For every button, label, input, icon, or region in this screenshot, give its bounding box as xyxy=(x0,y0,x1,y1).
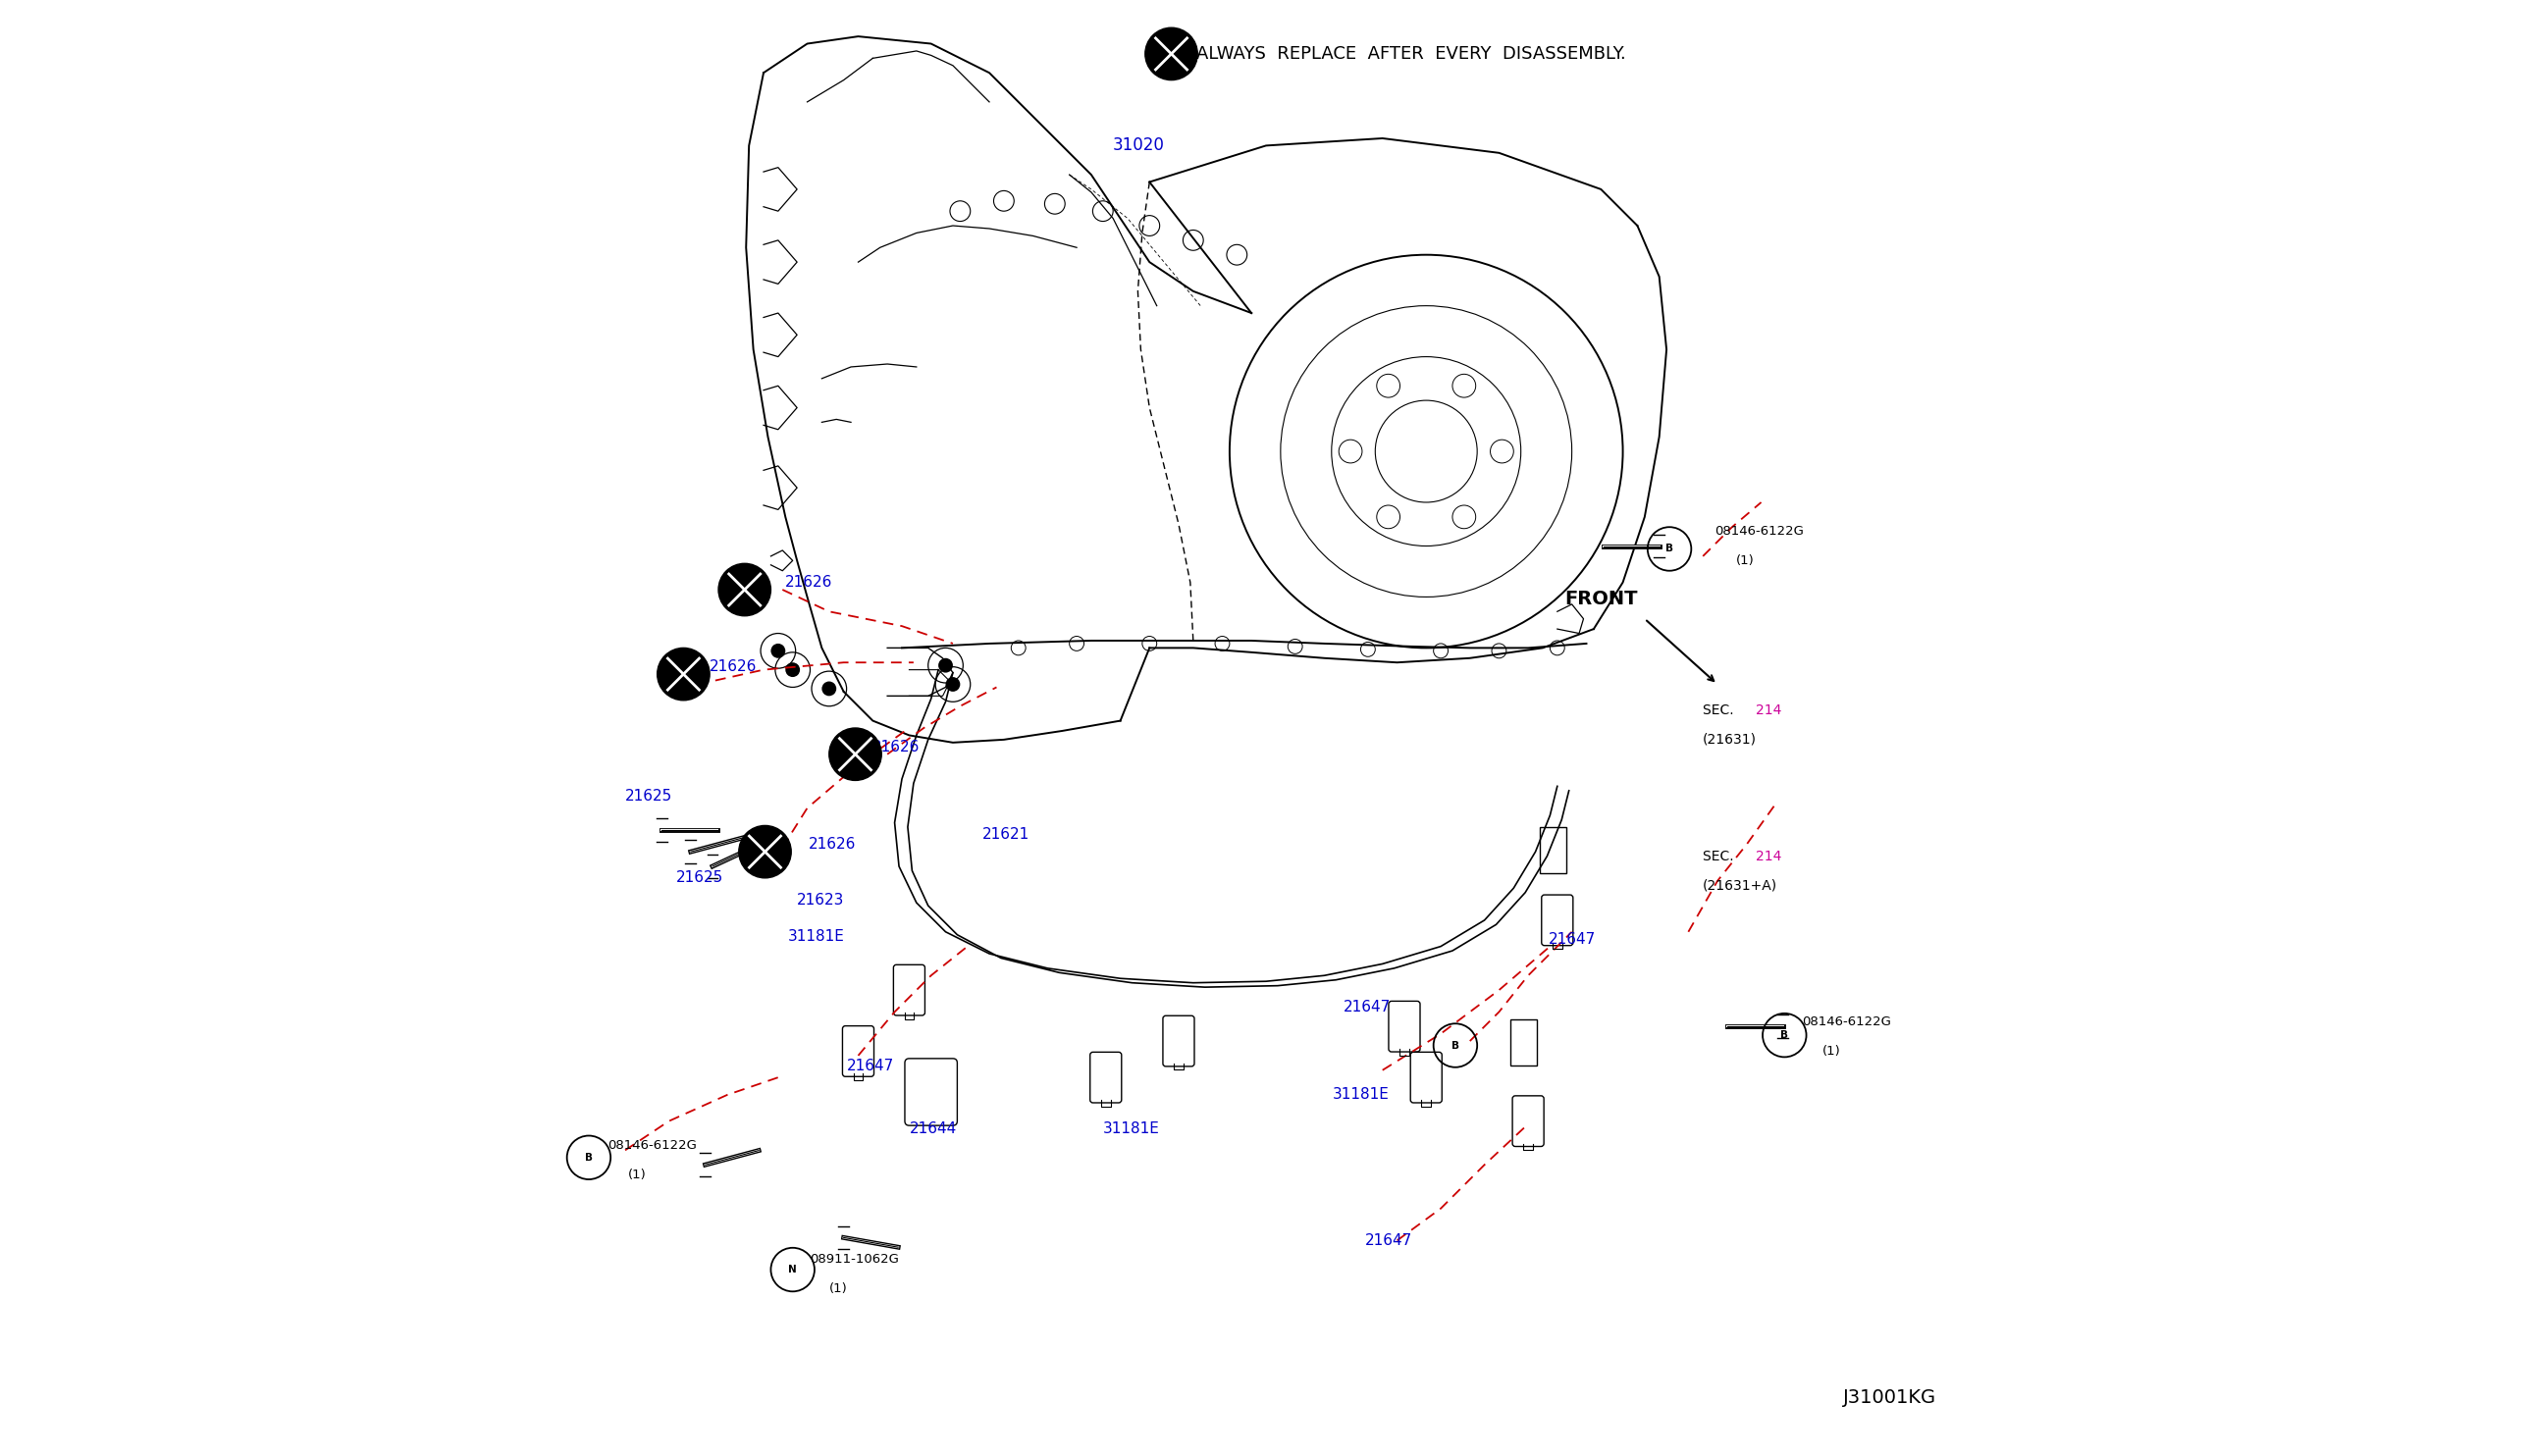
Text: SEC.: SEC. xyxy=(1704,703,1739,718)
Text: 21647: 21647 xyxy=(1550,932,1595,946)
Circle shape xyxy=(770,644,785,658)
Text: 21625: 21625 xyxy=(625,789,674,804)
Text: N: N xyxy=(787,1265,798,1274)
Circle shape xyxy=(828,728,881,780)
Text: ALWAYS  REPLACE  AFTER  EVERY  DISASSEMBLY.: ALWAYS REPLACE AFTER EVERY DISASSEMBLY. xyxy=(1195,45,1626,63)
Text: B: B xyxy=(585,1153,592,1162)
Text: 08146-6122G: 08146-6122G xyxy=(1803,1016,1891,1028)
Text: 21626: 21626 xyxy=(785,575,833,590)
Text: 214: 214 xyxy=(1755,703,1780,718)
Text: 21644: 21644 xyxy=(909,1121,957,1136)
Bar xyxy=(1512,1019,1537,1066)
Text: B: B xyxy=(1451,1041,1458,1050)
Text: 21647: 21647 xyxy=(1365,1233,1413,1248)
Text: 31181E: 31181E xyxy=(1104,1121,1160,1136)
Text: 08911-1062G: 08911-1062G xyxy=(810,1254,899,1265)
Text: (1): (1) xyxy=(1823,1045,1841,1057)
Text: 21626: 21626 xyxy=(808,837,856,852)
Circle shape xyxy=(719,563,770,616)
Text: 21623: 21623 xyxy=(798,893,846,907)
Bar xyxy=(1539,827,1565,874)
Circle shape xyxy=(658,648,709,700)
Text: 21647: 21647 xyxy=(1342,1000,1390,1015)
Circle shape xyxy=(939,658,952,673)
Text: 21626: 21626 xyxy=(874,740,919,754)
Text: 21626: 21626 xyxy=(709,660,757,674)
Circle shape xyxy=(944,677,960,692)
Text: (1): (1) xyxy=(1737,555,1755,566)
Circle shape xyxy=(1144,28,1198,80)
Text: 214: 214 xyxy=(1755,849,1780,863)
Text: (21631): (21631) xyxy=(1704,732,1757,747)
Text: (21631+A): (21631+A) xyxy=(1704,878,1777,893)
Circle shape xyxy=(785,662,800,677)
Text: 31020: 31020 xyxy=(1114,137,1165,154)
Circle shape xyxy=(739,826,790,878)
Text: 31181E: 31181E xyxy=(1332,1088,1390,1102)
Text: (1): (1) xyxy=(628,1169,646,1181)
Text: SEC.: SEC. xyxy=(1704,849,1739,863)
Text: 08146-6122G: 08146-6122G xyxy=(608,1140,696,1152)
Text: J31001KG: J31001KG xyxy=(1843,1389,1937,1406)
Text: B: B xyxy=(1780,1031,1788,1040)
Text: B: B xyxy=(1666,545,1674,553)
Text: (1): (1) xyxy=(828,1283,848,1294)
Text: 21621: 21621 xyxy=(982,827,1031,842)
Text: FRONT: FRONT xyxy=(1565,590,1638,609)
Text: 21647: 21647 xyxy=(846,1059,894,1073)
Circle shape xyxy=(823,681,836,696)
Text: 31181E: 31181E xyxy=(787,929,846,943)
Text: 21625: 21625 xyxy=(676,871,724,885)
Text: 08146-6122G: 08146-6122G xyxy=(1714,526,1803,537)
